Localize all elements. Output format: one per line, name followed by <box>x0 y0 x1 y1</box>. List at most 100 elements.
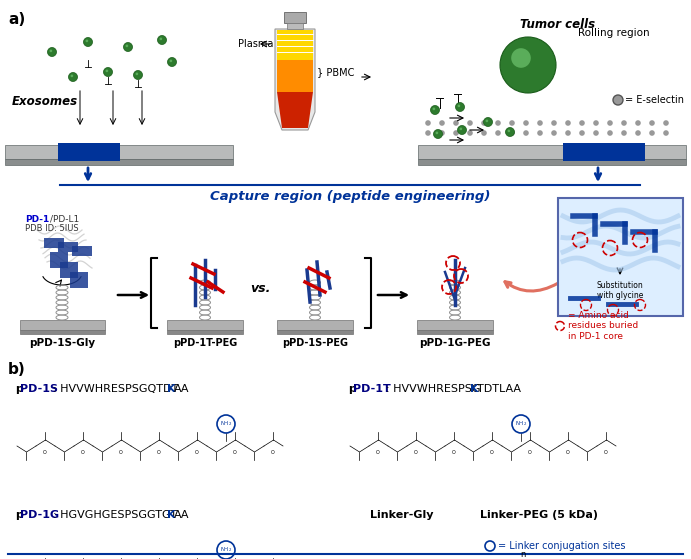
Circle shape <box>425 120 430 126</box>
Text: O: O <box>233 450 236 455</box>
Circle shape <box>593 130 599 136</box>
Circle shape <box>430 106 439 115</box>
Text: AA: AA <box>174 384 189 394</box>
Circle shape <box>495 120 501 126</box>
Circle shape <box>135 73 138 75</box>
Circle shape <box>506 127 515 136</box>
Text: Linker-Gly: Linker-Gly <box>370 510 433 520</box>
Text: pPD-1S-Gly: pPD-1S-Gly <box>29 338 95 348</box>
Bar <box>60 262 78 278</box>
Circle shape <box>455 102 464 111</box>
Text: K: K <box>167 510 176 520</box>
Circle shape <box>635 120 641 126</box>
Text: } PBMC: } PBMC <box>317 67 354 77</box>
Circle shape <box>537 130 543 136</box>
Text: Capture region (peptide engineering): Capture region (peptide engineering) <box>210 190 490 203</box>
Text: pPD-1S-PEG: pPD-1S-PEG <box>282 338 348 348</box>
Circle shape <box>467 120 473 126</box>
Circle shape <box>439 130 445 136</box>
Bar <box>20 330 105 334</box>
Circle shape <box>84 37 93 46</box>
Bar <box>167 330 243 334</box>
Bar <box>417 330 493 334</box>
Text: Tumor cells: Tumor cells <box>520 18 595 31</box>
Circle shape <box>453 130 459 136</box>
Circle shape <box>167 58 176 67</box>
Circle shape <box>158 36 167 45</box>
Circle shape <box>481 130 486 136</box>
Text: K: K <box>167 384 176 394</box>
Circle shape <box>565 120 571 126</box>
Bar <box>287 23 303 29</box>
Circle shape <box>484 117 493 126</box>
Text: O: O <box>43 450 46 455</box>
Circle shape <box>495 130 501 136</box>
Circle shape <box>439 120 445 126</box>
Circle shape <box>433 130 442 139</box>
Circle shape <box>635 130 641 136</box>
Text: : HVVWHRESPSG: : HVVWHRESPSG <box>386 384 480 394</box>
Circle shape <box>523 130 529 136</box>
Text: Linker-PEG (5 kDa): Linker-PEG (5 kDa) <box>480 510 598 520</box>
Text: K: K <box>470 384 478 394</box>
Text: AA: AA <box>174 510 189 520</box>
Text: O: O <box>566 450 569 455</box>
Bar <box>563 143 645 161</box>
Text: O: O <box>490 450 493 455</box>
Circle shape <box>50 50 53 52</box>
Circle shape <box>537 120 543 126</box>
Circle shape <box>663 130 669 136</box>
Circle shape <box>621 130 627 136</box>
Circle shape <box>48 48 57 56</box>
Text: p: p <box>15 510 23 520</box>
Circle shape <box>70 74 73 77</box>
Text: O: O <box>119 450 122 455</box>
Text: O: O <box>528 450 531 455</box>
Text: PD-1S: PD-1S <box>20 384 58 394</box>
Text: NH$_2$: NH$_2$ <box>515 420 527 428</box>
Circle shape <box>507 130 510 132</box>
Text: O: O <box>414 450 417 455</box>
Text: Rolling region: Rolling region <box>578 28 650 38</box>
Text: = Amino acid
residues buried
in PD-1 core: = Amino acid residues buried in PD-1 cor… <box>568 311 638 341</box>
Bar <box>5 159 233 164</box>
Text: PDB ID: 5IUS: PDB ID: 5IUS <box>25 224 79 233</box>
Bar <box>167 320 243 330</box>
Circle shape <box>551 130 557 136</box>
Bar <box>50 252 68 268</box>
Text: b): b) <box>8 362 26 377</box>
Bar <box>20 320 105 330</box>
Text: NH$_2$: NH$_2$ <box>220 420 232 428</box>
Circle shape <box>425 130 430 136</box>
Circle shape <box>663 120 669 126</box>
Text: NH$_2$: NH$_2$ <box>220 546 232 555</box>
Circle shape <box>106 69 108 72</box>
Circle shape <box>486 120 489 122</box>
Text: pPD-1G-PEG: pPD-1G-PEG <box>419 338 491 348</box>
Text: pPD-1T-PEG: pPD-1T-PEG <box>173 338 237 348</box>
Circle shape <box>68 73 77 82</box>
Circle shape <box>607 130 613 136</box>
Text: : HVVWHRESPSGQTDT: : HVVWHRESPSGQTDT <box>53 384 178 394</box>
Text: O: O <box>376 450 379 455</box>
Circle shape <box>579 130 585 136</box>
Text: O: O <box>604 450 607 455</box>
Circle shape <box>124 42 133 51</box>
Circle shape <box>565 130 571 136</box>
Circle shape <box>621 120 627 126</box>
Text: PD-1G: PD-1G <box>20 510 59 520</box>
Circle shape <box>133 70 142 79</box>
Text: p: p <box>15 384 23 394</box>
Polygon shape <box>277 92 313 128</box>
Circle shape <box>169 59 172 62</box>
Circle shape <box>460 127 462 130</box>
Bar <box>58 143 120 161</box>
Circle shape <box>509 120 515 126</box>
Text: Exosomes: Exosomes <box>12 95 78 108</box>
Bar <box>72 246 92 256</box>
Text: p: p <box>348 384 356 394</box>
Bar <box>284 12 306 23</box>
Text: vs.: vs. <box>250 282 270 295</box>
Text: n: n <box>520 550 526 559</box>
Bar <box>418 145 686 159</box>
